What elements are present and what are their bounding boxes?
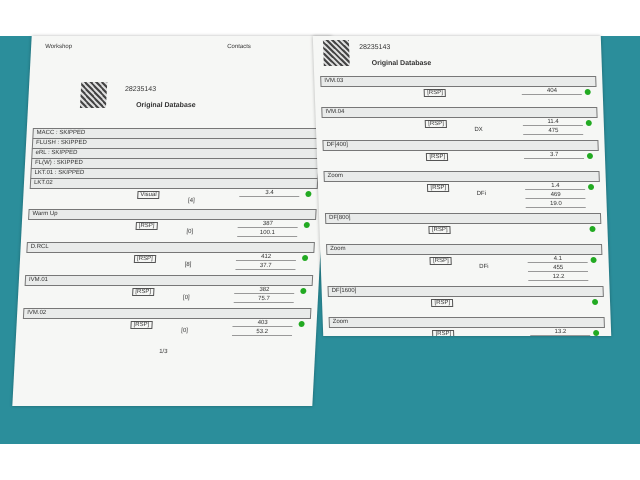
- status-check: [593, 330, 600, 336]
- status-check: [300, 288, 307, 294]
- code: DFi: [476, 191, 487, 197]
- header-left: Workshop: [44, 44, 73, 50]
- status-check: [301, 255, 309, 261]
- tag: [RSP]: [130, 321, 153, 329]
- section-header: Zoom: [326, 244, 603, 255]
- value: 475: [523, 128, 584, 135]
- value: 4.1: [527, 256, 589, 263]
- status-check: [590, 257, 597, 263]
- right-page: 28235143 Original Database IVM.03 [RSP] 40…: [312, 36, 612, 336]
- qr-code: [79, 82, 108, 108]
- header-right: Contacts: [226, 44, 251, 50]
- code: [0]: [186, 229, 194, 235]
- value: 13.2: [530, 329, 591, 336]
- section-header: DF[1600]: [327, 286, 604, 297]
- db-label: Original Database: [371, 60, 432, 67]
- status-check: [589, 226, 596, 232]
- status-check: [587, 184, 595, 190]
- vin: 28235143: [359, 44, 391, 51]
- status-check: [586, 153, 594, 159]
- value: 403: [232, 320, 293, 327]
- status-check: [591, 299, 599, 305]
- section-header: D.RCL: [26, 242, 315, 253]
- value: 100.1: [237, 230, 298, 237]
- status-check: [584, 89, 591, 95]
- value: 1.4: [525, 183, 586, 190]
- code: DX: [474, 127, 483, 133]
- value: 19.0: [525, 201, 587, 208]
- value: 455: [528, 265, 589, 272]
- section-header: IVM.04: [321, 107, 598, 118]
- tag: [RSP]: [132, 288, 155, 296]
- tag: [RSP]: [432, 330, 455, 336]
- value: 469: [525, 192, 586, 199]
- tag: [RSP]: [426, 153, 449, 161]
- page-footer: 1/3: [158, 349, 168, 355]
- section-header: IVM.02: [22, 308, 312, 319]
- value: 382: [234, 287, 295, 294]
- db-label: Original Database: [135, 102, 196, 109]
- code: [4]: [187, 198, 195, 204]
- tag: Visual: [137, 191, 160, 199]
- tag: [RSP]: [431, 299, 454, 307]
- section-header: Warm Up: [28, 209, 317, 220]
- code: [0]: [182, 295, 190, 301]
- value: 3.7: [524, 152, 585, 159]
- value: 412: [235, 254, 297, 261]
- section-header: DF[400]: [322, 140, 599, 151]
- qr-code: [322, 40, 350, 66]
- vin: 28235143: [124, 86, 157, 93]
- status-check: [298, 321, 305, 327]
- section-header: Zoom: [328, 317, 605, 328]
- code: [0]: [181, 328, 189, 334]
- section-header: Zoom: [323, 171, 600, 182]
- section-header: IVM.01: [24, 275, 314, 286]
- value: 11.4: [523, 119, 584, 126]
- status-check: [305, 191, 312, 197]
- tag: [RSP]: [133, 255, 156, 263]
- section-header: LKT.02: [29, 178, 319, 189]
- left-page: Workshop Contacts 28235143 Original Data…: [12, 36, 332, 406]
- value: 387: [237, 221, 298, 228]
- value: 12.2: [528, 274, 589, 281]
- tag: [RSP]: [425, 120, 448, 128]
- value: 404: [521, 88, 583, 95]
- tag: [RSP]: [428, 226, 451, 234]
- tag: [RSP]: [135, 222, 158, 230]
- value: 37.7: [235, 263, 296, 270]
- section-header: IVM.03: [320, 76, 597, 87]
- tag: [RSP]: [429, 257, 452, 265]
- status-check: [303, 222, 310, 228]
- value: 53.2: [231, 329, 293, 336]
- tag: [RSP]: [427, 184, 450, 192]
- code: DFi: [479, 264, 489, 270]
- section-header: DF[800]: [324, 213, 602, 224]
- value: 75.7: [233, 296, 295, 303]
- status-check: [585, 120, 592, 126]
- tag: [RSP]: [424, 89, 447, 97]
- code: [8]: [184, 262, 192, 268]
- value: 3.4: [239, 190, 300, 197]
